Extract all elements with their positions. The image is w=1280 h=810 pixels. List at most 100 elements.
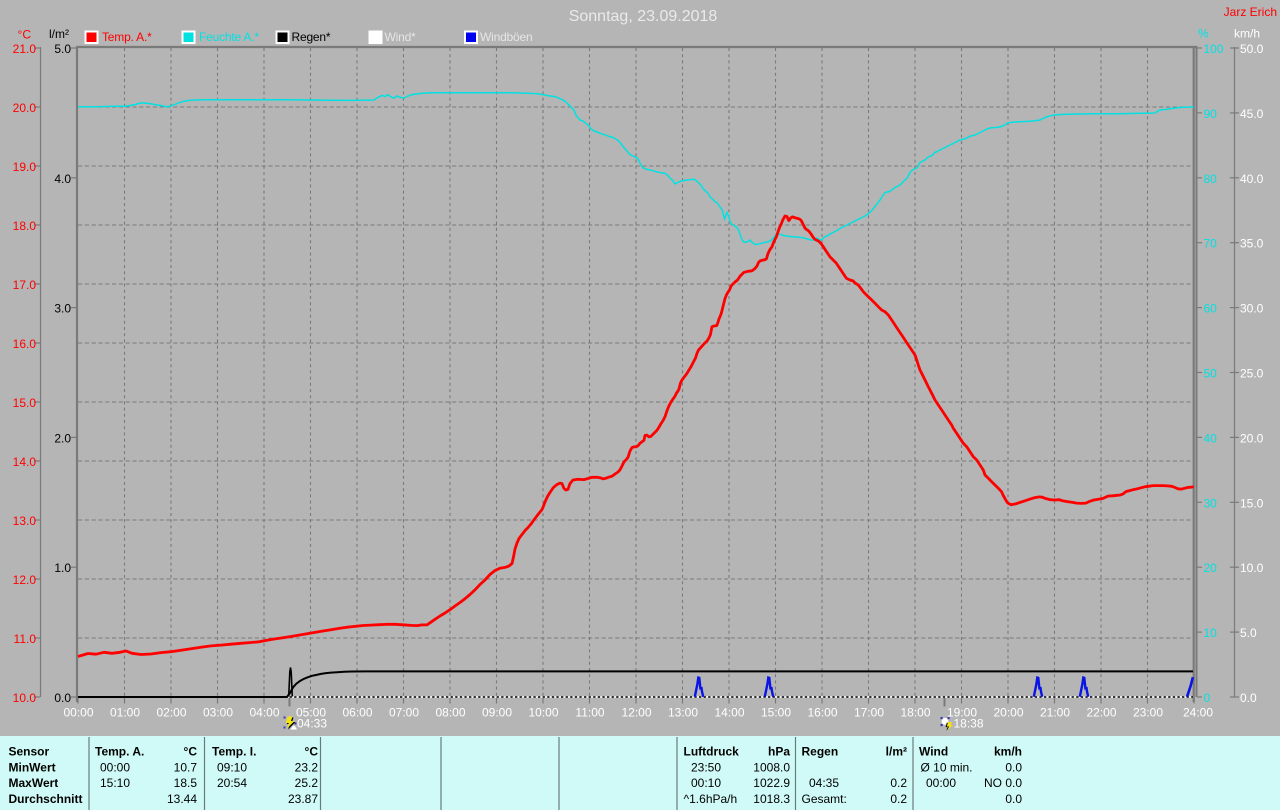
svg-text:04:35: 04:35: [809, 776, 839, 790]
svg-text:Jarz Erich: Jarz Erich: [1224, 5, 1277, 19]
svg-text:10: 10: [1204, 626, 1218, 640]
svg-text:1022.9: 1022.9: [753, 776, 790, 790]
svg-text:0.2: 0.2: [890, 792, 907, 806]
svg-text:25.0: 25.0: [1240, 367, 1264, 381]
svg-text:60: 60: [1204, 302, 1218, 316]
svg-text:Regen*: Regen*: [292, 30, 331, 44]
svg-text:°C: °C: [305, 745, 319, 759]
svg-text:30: 30: [1204, 496, 1218, 510]
svg-text:hPa: hPa: [768, 745, 790, 759]
svg-text:50: 50: [1204, 367, 1218, 381]
svg-text:Sensor: Sensor: [9, 745, 50, 759]
svg-text:00:00: 00:00: [63, 706, 93, 720]
svg-text:45.0: 45.0: [1240, 107, 1264, 121]
svg-text:24:00: 24:00: [1183, 706, 1213, 720]
svg-text:40.0: 40.0: [1240, 172, 1264, 186]
svg-text:Temp. A.*: Temp. A.*: [102, 30, 152, 44]
svg-text:13.0: 13.0: [13, 514, 37, 528]
svg-text:23.2: 23.2: [295, 761, 319, 775]
svg-text:Ø 10 min.: Ø 10 min.: [921, 761, 973, 775]
svg-text:15.0: 15.0: [13, 396, 37, 410]
svg-text:50.0: 50.0: [1240, 42, 1264, 56]
svg-text:^1.6hPa/h: ^1.6hPa/h: [684, 792, 738, 806]
svg-text:30.0: 30.0: [1240, 302, 1264, 316]
svg-text:1018.3: 1018.3: [753, 792, 790, 806]
svg-text:°C: °C: [18, 28, 32, 42]
svg-text:km/h: km/h: [994, 745, 1022, 759]
svg-text:Temp. I.: Temp. I.: [212, 745, 256, 759]
svg-text:01:00: 01:00: [110, 706, 140, 720]
svg-text:10:00: 10:00: [528, 706, 558, 720]
svg-text:22:00: 22:00: [1086, 706, 1116, 720]
svg-text:MaxWert: MaxWert: [9, 776, 59, 790]
svg-text:16.0: 16.0: [13, 337, 37, 351]
svg-text:02:00: 02:00: [156, 706, 186, 720]
svg-text:11.0: 11.0: [14, 632, 37, 646]
svg-text:12:00: 12:00: [621, 706, 651, 720]
svg-text:1008.0: 1008.0: [753, 761, 790, 775]
svg-text:23:00: 23:00: [1133, 706, 1163, 720]
svg-text:18:00: 18:00: [900, 706, 930, 720]
svg-text:40: 40: [1204, 431, 1218, 445]
svg-text:04:33: 04:33: [297, 717, 327, 731]
svg-text:10.0: 10.0: [1240, 561, 1264, 575]
svg-text:35.0: 35.0: [1240, 237, 1264, 251]
svg-text:80: 80: [1204, 172, 1218, 186]
svg-text:04:00: 04:00: [249, 706, 279, 720]
svg-text:11:00: 11:00: [575, 706, 604, 720]
svg-text:°C: °C: [184, 745, 198, 759]
svg-text:0.2: 0.2: [890, 776, 907, 790]
svg-text:25.2: 25.2: [295, 776, 319, 790]
svg-text:Sonntag, 23.09.2018: Sonntag, 23.09.2018: [569, 8, 718, 25]
svg-text:5.0: 5.0: [54, 42, 71, 56]
svg-text:15:10: 15:10: [100, 776, 130, 790]
svg-text:17:00: 17:00: [854, 706, 884, 720]
svg-text:18.0: 18.0: [13, 219, 37, 233]
svg-text:3.0: 3.0: [54, 302, 71, 316]
svg-text:13.44: 13.44: [167, 792, 197, 806]
svg-text:MinWert: MinWert: [9, 761, 56, 775]
svg-text:05:00: 05:00: [296, 706, 326, 720]
svg-text:00:00: 00:00: [100, 761, 130, 775]
svg-text:4.0: 4.0: [54, 172, 71, 186]
svg-text:19.0: 19.0: [13, 160, 37, 174]
svg-text:23:50: 23:50: [691, 761, 721, 775]
svg-text:10.0: 10.0: [13, 691, 37, 705]
svg-text:18.5: 18.5: [174, 776, 198, 790]
svg-text:l/m²: l/m²: [886, 745, 907, 759]
svg-text:09:00: 09:00: [482, 706, 512, 720]
svg-text:20.0: 20.0: [13, 101, 37, 115]
svg-text:21.0: 21.0: [13, 42, 37, 56]
svg-text:90: 90: [1204, 107, 1218, 121]
svg-text:Feuchte A.*: Feuchte A.*: [199, 30, 259, 44]
svg-text:09:10: 09:10: [217, 761, 247, 775]
svg-text:l/m²: l/m²: [49, 27, 69, 41]
svg-text:Gesamt:: Gesamt:: [802, 792, 847, 806]
svg-text:0.0: 0.0: [1240, 691, 1257, 705]
svg-text:0.0: 0.0: [1005, 792, 1022, 806]
svg-text:16:00: 16:00: [807, 706, 837, 720]
svg-text:00:10: 00:10: [691, 776, 721, 790]
svg-text:20:00: 20:00: [993, 706, 1023, 720]
svg-text:20:54: 20:54: [217, 776, 247, 790]
svg-text:18:38: 18:38: [954, 717, 984, 731]
svg-text:%: %: [1198, 27, 1209, 41]
svg-text:15:00: 15:00: [761, 706, 791, 720]
svg-text:00:00: 00:00: [926, 776, 956, 790]
svg-text:2.0: 2.0: [54, 431, 71, 445]
svg-text:NO 0.0: NO 0.0: [984, 776, 1022, 790]
svg-text:12.0: 12.0: [13, 573, 37, 587]
svg-text:0.0: 0.0: [1005, 761, 1022, 775]
svg-text:70: 70: [1204, 237, 1218, 251]
svg-text:20: 20: [1204, 561, 1218, 575]
svg-text:08:00: 08:00: [435, 706, 465, 720]
svg-text:Wind*: Wind*: [385, 30, 417, 44]
svg-text:15.0: 15.0: [1240, 496, 1264, 510]
svg-text:Temp. A.: Temp. A.: [95, 745, 144, 759]
svg-text:19:00: 19:00: [947, 706, 977, 720]
svg-text:km/h: km/h: [1234, 27, 1260, 41]
svg-text:20.0: 20.0: [1240, 431, 1264, 445]
svg-text:10.7: 10.7: [174, 761, 198, 775]
svg-text:0: 0: [1204, 691, 1211, 705]
svg-text:100: 100: [1204, 42, 1224, 56]
